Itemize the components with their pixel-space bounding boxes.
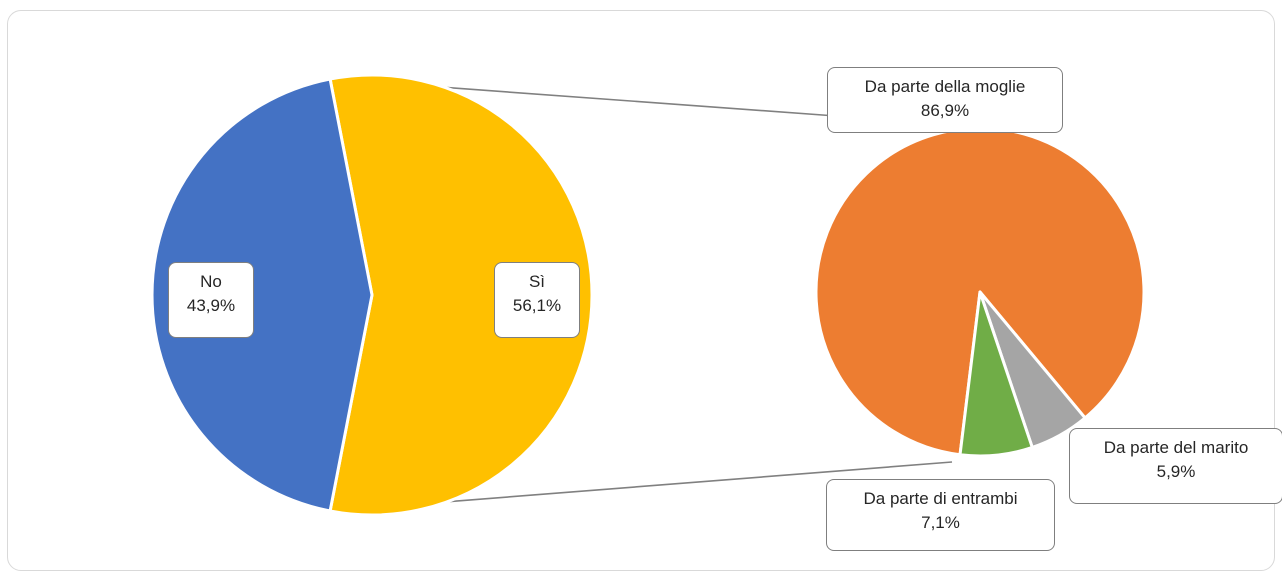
data-label-category: Da parte di entrambi — [863, 489, 1018, 508]
data-label-category: Da parte della moglie — [864, 77, 1026, 96]
pie-slice-da-parte-di-entrambi — [958, 290, 1034, 458]
data-label-da-parte-di-entrambi: Da parte di entrambi 7,1% — [826, 479, 1055, 551]
data-label-category: Sì — [528, 272, 546, 291]
data-label-no: No 43,9% — [168, 262, 254, 338]
data-label-category: Da parte del marito — [1103, 438, 1249, 457]
data-label-value: 7,1% — [921, 513, 960, 532]
pie-slice-no — [150, 77, 374, 513]
data-label-si: Sì 56,1% — [494, 262, 580, 338]
pie-slice-si — [328, 73, 594, 517]
data-label-category: No — [200, 272, 222, 291]
data-label-da-parte-della-moglie: Da parte della moglie 86,9% — [827, 67, 1063, 133]
data-label-value: 86,9% — [920, 101, 970, 120]
data-label-value: 5,9% — [1156, 462, 1196, 481]
data-label-value: 56,1% — [512, 296, 562, 315]
data-label-da-parte-del-marito: Da parte del marito 5,9% — [1069, 428, 1282, 504]
data-label-value: 43,9% — [186, 296, 236, 315]
